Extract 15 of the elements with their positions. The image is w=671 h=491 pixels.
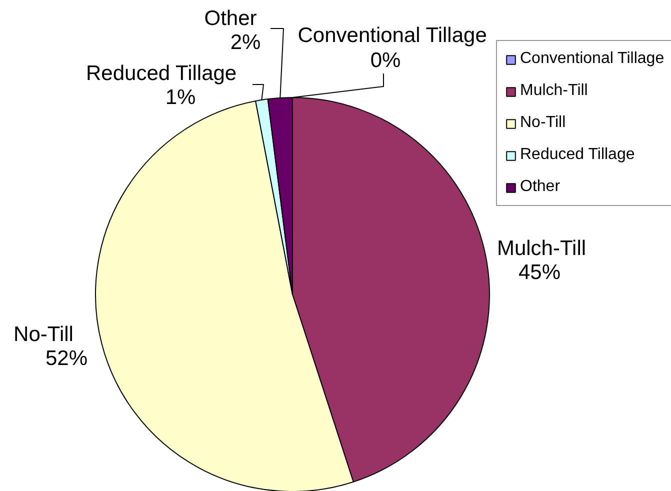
legend-label: No-Till bbox=[520, 113, 566, 133]
category-label: Conventional Tillage bbox=[298, 24, 487, 47]
slice-label: Other bbox=[204, 7, 257, 30]
data-label: 2% bbox=[230, 31, 261, 54]
text: 0% bbox=[370, 49, 401, 72]
legend-label: Reduced Tillage bbox=[520, 145, 635, 165]
slice-label: No-Till bbox=[14, 323, 74, 346]
data-label: 52% bbox=[45, 347, 88, 370]
data-label: 45% bbox=[518, 261, 561, 284]
data-label: 1% bbox=[165, 86, 196, 109]
slice-label: Reduced Tillage bbox=[86, 62, 237, 85]
legend-label: Conventional Tillage bbox=[520, 49, 664, 69]
slice-label: Mulch-Till bbox=[496, 237, 586, 260]
legend-label: Other bbox=[520, 177, 560, 197]
legend-label: Mulch-Till bbox=[520, 81, 588, 101]
